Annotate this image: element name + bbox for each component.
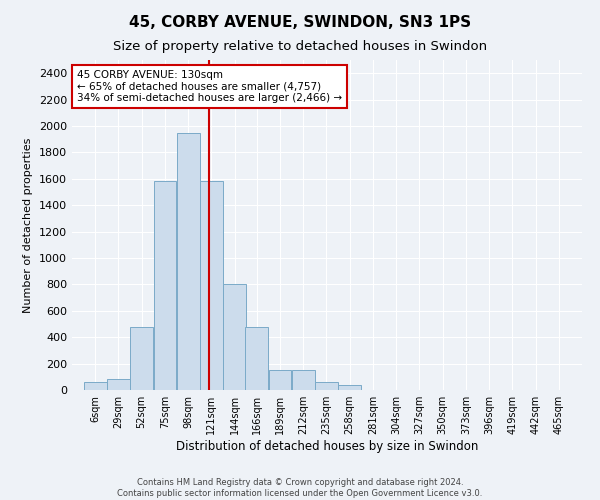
Bar bbox=[269, 370, 292, 390]
Text: 45 CORBY AVENUE: 130sqm
← 65% of detached houses are smaller (4,757)
34% of semi: 45 CORBY AVENUE: 130sqm ← 65% of detache… bbox=[77, 70, 342, 103]
Bar bbox=[223, 284, 246, 390]
X-axis label: Distribution of detached houses by size in Swindon: Distribution of detached houses by size … bbox=[176, 440, 478, 453]
Bar bbox=[292, 370, 314, 390]
Text: Contains HM Land Registry data © Crown copyright and database right 2024.
Contai: Contains HM Land Registry data © Crown c… bbox=[118, 478, 482, 498]
Text: Size of property relative to detached houses in Swindon: Size of property relative to detached ho… bbox=[113, 40, 487, 53]
Bar bbox=[154, 182, 176, 390]
Bar bbox=[177, 132, 199, 390]
Bar bbox=[315, 382, 338, 390]
Bar bbox=[200, 182, 223, 390]
Bar bbox=[338, 386, 361, 390]
Bar bbox=[107, 380, 130, 390]
Bar bbox=[245, 326, 268, 390]
Text: 45, CORBY AVENUE, SWINDON, SN3 1PS: 45, CORBY AVENUE, SWINDON, SN3 1PS bbox=[129, 15, 471, 30]
Y-axis label: Number of detached properties: Number of detached properties bbox=[23, 138, 34, 312]
Bar bbox=[84, 382, 107, 390]
Bar bbox=[130, 326, 153, 390]
